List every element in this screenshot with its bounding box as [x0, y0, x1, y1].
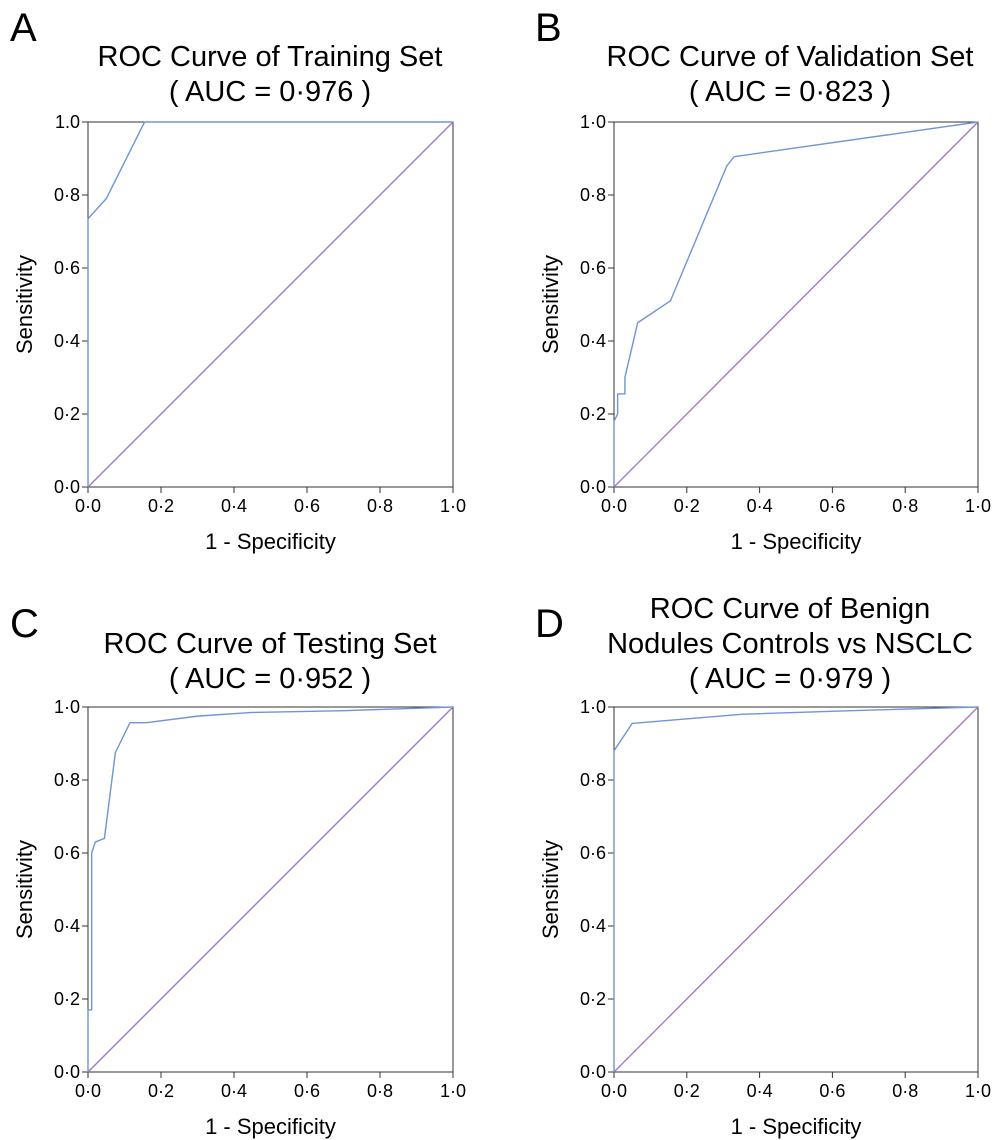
y-tick-label-d-1: 0·2: [580, 989, 606, 1009]
x-tick-label-c-4: 0·8: [367, 1081, 393, 1101]
y-tick-label-d-5: 1·0: [580, 697, 606, 717]
roc-curve-d: [613, 706, 979, 1072]
chart-subtitle-a: ( AUC = 0·976 ): [168, 76, 372, 108]
roc-curve-a: [87, 121, 453, 487]
reference-line-b: [613, 121, 979, 488]
x-tick-label-a-4: 0·8: [367, 496, 393, 516]
roc-curve-c: [87, 706, 454, 1072]
chart-title-d-line2: Nodules Controls vs NSCLC: [607, 628, 973, 660]
chart-title-c-line1: ROC Curve of Testing Set: [103, 628, 437, 660]
x-tick-label-b-3: 0·6: [819, 496, 845, 516]
y-tick-label-d-4: 0·8: [580, 770, 606, 790]
x-tick-label-c-3: 0·6: [294, 1081, 320, 1101]
panel-label-b: B: [535, 6, 562, 50]
x-axis-title-c: 1 - Specificity: [205, 1114, 336, 1139]
y-tick-label-a-1: 0·2: [54, 404, 80, 424]
y-axis-title-d: Sensitivity: [538, 840, 563, 939]
y-tick-label-b-0: 0·0: [580, 477, 606, 497]
chart-subtitle-d: ( AUC = 0·979 ): [688, 663, 892, 695]
y-tick-label-a-2: 0·4: [54, 331, 80, 351]
x-tick-label-a-3: 0·6: [294, 496, 320, 516]
reference-line-d: [613, 706, 979, 1073]
y-tick-label-a-3: 0·6: [54, 258, 80, 278]
y-tick-label-c-4: 0·8: [54, 770, 80, 790]
x-tick-label-b-4: 0·8: [892, 496, 918, 516]
x-tick-label-b-0: 0·0: [601, 496, 627, 516]
reference-line-c: [87, 706, 454, 1073]
y-tick-label-a-4: 0·8: [54, 185, 80, 205]
x-tick-label-d-0: 0·0: [601, 1081, 627, 1101]
y-tick-label-b-4: 0·8: [580, 185, 606, 205]
x-tick-label-b-5: 1·0: [965, 496, 991, 516]
x-tick-label-c-5: 1·0: [440, 1081, 466, 1101]
y-tick-label-c-0: 0·0: [54, 1062, 80, 1082]
y-tick-label-d-3: 0·6: [580, 843, 606, 863]
panel-label-d: D: [535, 602, 564, 646]
x-tick-label-c-1: 0·2: [148, 1081, 174, 1101]
x-tick-label-a-5: 1·0: [440, 496, 466, 516]
chart-subtitle-b: ( AUC = 0·823 ): [688, 76, 892, 108]
panel-label-c: C: [10, 602, 39, 646]
x-tick-label-a-0: 0·0: [75, 496, 101, 516]
x-tick-label-d-5: 1·0: [965, 1081, 991, 1101]
x-axis-title-d: 1 - Specificity: [731, 1114, 862, 1139]
x-axis-title-a: 1 - Specificity: [205, 529, 336, 554]
y-tick-label-a-5: 1.0: [55, 112, 80, 132]
y-tick-label-d-0: 0·0: [580, 1062, 606, 1082]
y-tick-label-c-2: 0·4: [54, 916, 80, 936]
chart-subtitle-c: ( AUC = 0·952 ): [168, 663, 372, 695]
y-tick-label-c-1: 0·2: [54, 989, 80, 1009]
y-tick-label-d-2: 0·4: [580, 916, 606, 936]
x-tick-label-c-2: 0·4: [221, 1081, 247, 1101]
y-tick-label-c-3: 0·6: [54, 843, 80, 863]
x-tick-label-a-1: 0·2: [148, 496, 174, 516]
y-tick-label-c-5: 1·0: [54, 697, 80, 717]
roc-curve-b: [613, 121, 979, 487]
x-axis-title-b: 1 - Specificity: [731, 529, 862, 554]
y-tick-label-b-2: 0·4: [580, 331, 606, 351]
y-tick-label-b-3: 0·6: [580, 258, 606, 278]
reference-line-a: [87, 121, 454, 488]
x-tick-label-c-0: 0·0: [75, 1081, 101, 1101]
plot-frame-c: [87, 706, 454, 1073]
x-tick-label-d-3: 0·6: [819, 1081, 845, 1101]
panel-label-a: A: [10, 6, 37, 50]
y-axis-title-b: Sensitivity: [538, 255, 563, 354]
y-axis-title-c: Sensitivity: [12, 840, 37, 939]
chart-title-a-line1: ROC Curve of Training Set: [97, 41, 443, 73]
x-tick-label-d-1: 0·2: [674, 1081, 700, 1101]
y-axis-title-a: Sensitivity: [12, 255, 37, 354]
y-tick-label-b-1: 0·2: [580, 404, 606, 424]
x-tick-label-d-2: 0·4: [747, 1081, 773, 1101]
y-tick-label-a-0: 0·0: [54, 477, 80, 497]
y-tick-label-b-5: 1·0: [580, 112, 606, 132]
x-tick-label-d-4: 0·8: [892, 1081, 918, 1101]
x-tick-label-a-2: 0·4: [221, 496, 247, 516]
chart-title-d-line1: ROC Curve of Benign: [649, 593, 931, 625]
plot-frame-b: [613, 121, 979, 488]
x-tick-label-b-1: 0·2: [674, 496, 700, 516]
chart-title-b-line1: ROC Curve of Validation Set: [606, 41, 974, 73]
x-tick-label-b-2: 0·4: [747, 496, 773, 516]
